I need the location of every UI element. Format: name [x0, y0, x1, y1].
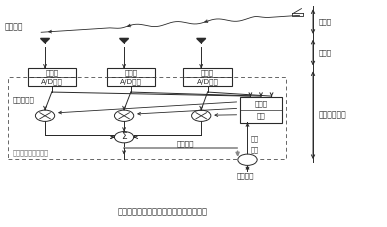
Polygon shape — [120, 38, 128, 43]
Bar — [9, 77, 286, 159]
Text: 信号: 信号 — [250, 146, 259, 153]
Text: A/D変換: A/D変換 — [41, 79, 63, 85]
Text: 指向性制御部: 指向性制御部 — [319, 111, 347, 120]
Text: 誤差: 誤差 — [250, 135, 259, 142]
Text: アンテナ: アンテナ — [5, 22, 23, 31]
Text: A/D変換: A/D変換 — [197, 79, 219, 85]
Bar — [28, 68, 76, 86]
Text: 指向性制御: 指向性制御 — [12, 97, 34, 104]
Bar — [183, 68, 232, 86]
Bar — [240, 96, 282, 123]
Text: 受信部: 受信部 — [319, 49, 332, 56]
Text: 受信機: 受信機 — [45, 70, 58, 76]
Text: 参照信号: 参照信号 — [237, 172, 254, 179]
Text: 計算: 計算 — [257, 112, 265, 119]
Text: 図　スマートアンテナ受信機の基本構成: 図 スマートアンテナ受信機の基本構成 — [118, 207, 208, 216]
Text: A/D変換: A/D変換 — [120, 79, 142, 85]
Text: 放射部: 放射部 — [319, 18, 332, 25]
Text: 受信機: 受信機 — [201, 70, 214, 76]
Polygon shape — [197, 38, 206, 43]
Bar — [107, 68, 155, 86]
Text: ディジタル信号処理: ディジタル信号処理 — [12, 149, 48, 156]
Text: 出力信号: 出力信号 — [177, 140, 195, 147]
Circle shape — [238, 154, 257, 165]
Text: Σ: Σ — [121, 132, 127, 141]
Text: 受信機: 受信機 — [124, 70, 137, 76]
Polygon shape — [41, 38, 50, 43]
Text: 指向性: 指向性 — [254, 100, 267, 107]
